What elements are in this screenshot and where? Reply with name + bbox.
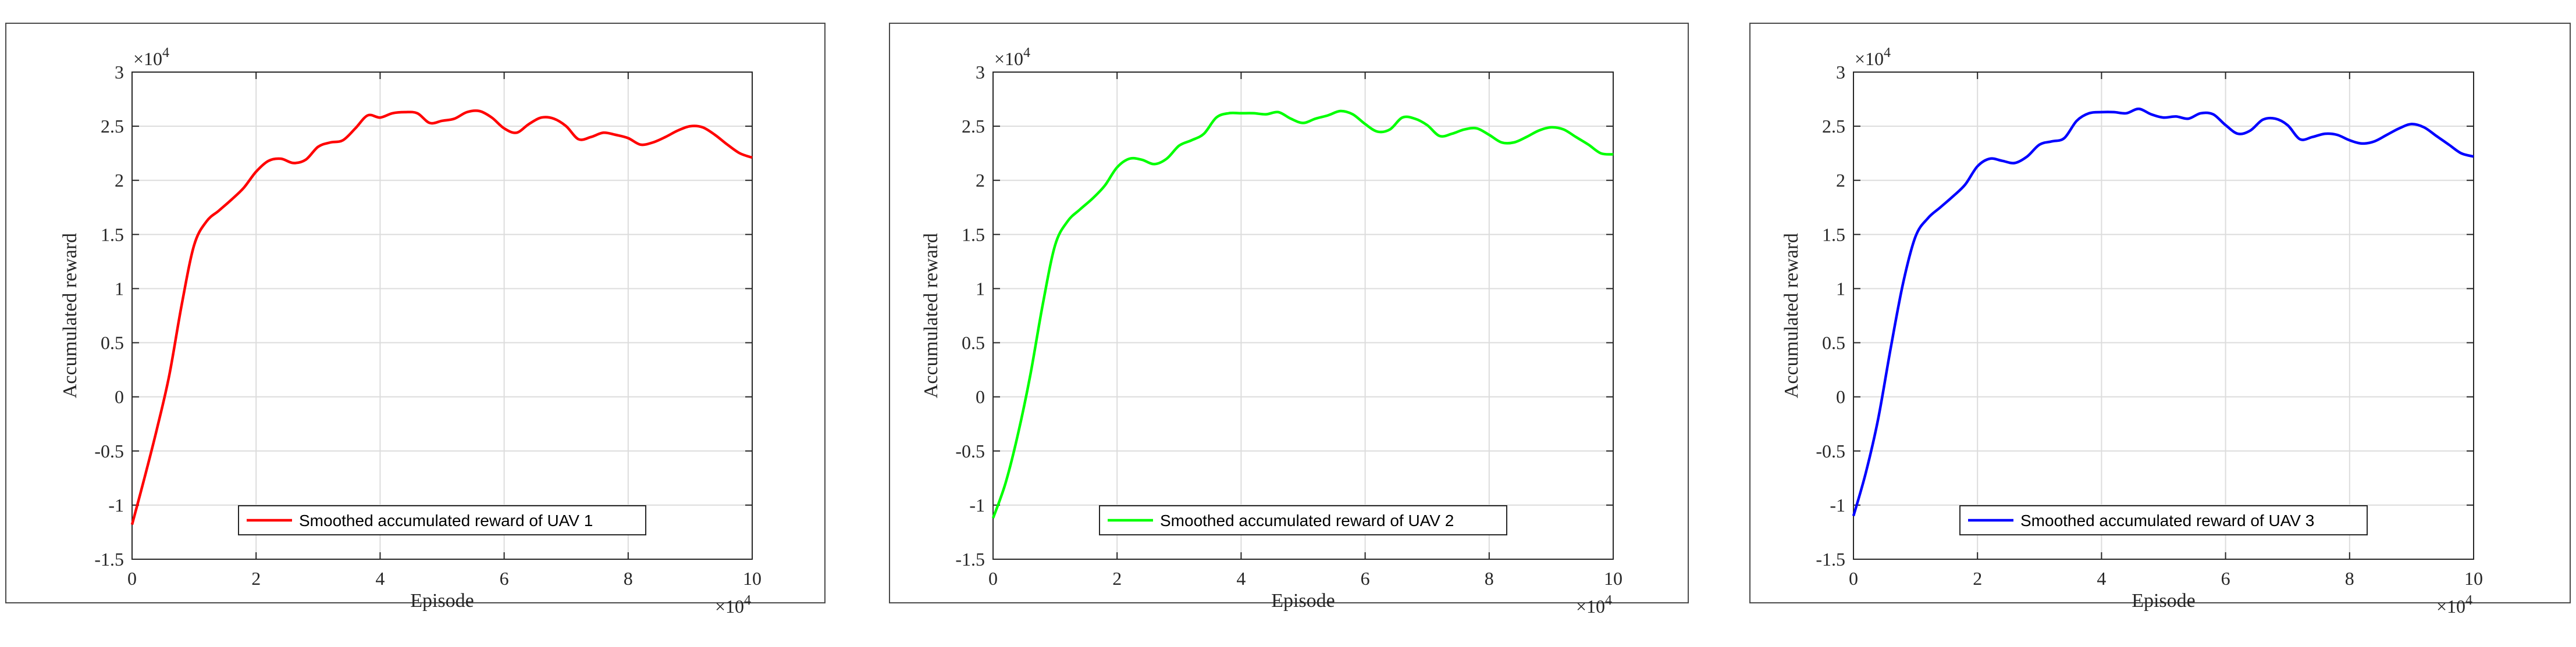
legend-box bbox=[238, 505, 646, 535]
y-exponent-base: ×10 bbox=[133, 48, 162, 69]
plot-area bbox=[132, 72, 752, 559]
x-axis-label: Episode bbox=[1271, 590, 1335, 612]
y-tick-label: -1 bbox=[969, 495, 985, 516]
y-tick-label: -1.5 bbox=[955, 549, 985, 570]
x-tick-label: 10 bbox=[1604, 568, 1623, 589]
y-exponent-power: 4 bbox=[1884, 45, 1891, 60]
y-tick-label: 0.5 bbox=[962, 333, 985, 353]
x-exponent-power: 4 bbox=[2465, 593, 2472, 608]
legend: Smoothed accumulated reward of UAV 3 bbox=[1959, 505, 2368, 535]
y-exponent-label: ×104 bbox=[1855, 45, 1891, 69]
legend-box bbox=[1959, 505, 2368, 535]
y-tick-label: -0.5 bbox=[94, 441, 124, 462]
x-axis-label: Episode bbox=[410, 590, 474, 612]
x-tick-label: 8 bbox=[2345, 568, 2354, 589]
y-axis-label: Accumulated reward bbox=[59, 233, 81, 398]
x-tick-label: 10 bbox=[743, 568, 762, 589]
axes-box bbox=[992, 72, 1614, 560]
x-tick-label: 6 bbox=[2221, 568, 2230, 589]
y-tick-label: 1 bbox=[1836, 278, 1845, 299]
x-tick-label: 8 bbox=[624, 568, 633, 589]
x-tick-label: 6 bbox=[1361, 568, 1370, 589]
chart-panel-1: 0 2 4 6 8 10-1.5-1-0.500.511.522.53×104×104Ep… bbox=[5, 23, 826, 617]
x-tick-label: 4 bbox=[375, 568, 385, 589]
y-tick-label: 1 bbox=[115, 278, 124, 299]
legend-label: Smoothed accumulated reward of UAV 1 bbox=[299, 512, 593, 530]
y-tick-label: 3 bbox=[1836, 62, 1845, 83]
y-tick-label: -1.5 bbox=[94, 549, 124, 570]
grid bbox=[132, 72, 752, 559]
x-tick-label: 10 bbox=[2464, 568, 2483, 589]
x-tick-label: 6 bbox=[500, 568, 509, 589]
x-exponent-power: 4 bbox=[1605, 593, 1612, 608]
y-tick-label: -0.5 bbox=[955, 441, 985, 462]
y-tick-label: 3 bbox=[115, 62, 124, 83]
x-exponent-label: ×104 bbox=[1576, 593, 1612, 617]
y-tick-label: 2 bbox=[115, 170, 124, 191]
x-tick-label: 2 bbox=[251, 568, 261, 589]
y-tick-label: 2.5 bbox=[962, 116, 985, 137]
y-tick-label: 2 bbox=[1836, 170, 1845, 191]
y-tick-label: 3 bbox=[976, 62, 985, 83]
y-tick-label: -1.5 bbox=[1816, 549, 1845, 570]
y-tick-label: 1.5 bbox=[962, 224, 985, 245]
plot-area bbox=[1853, 72, 2474, 559]
legend-label: Smoothed accumulated reward of UAV 2 bbox=[1160, 512, 1454, 530]
x-exponent-power: 4 bbox=[744, 593, 751, 608]
y-axis-label: Accumulated reward bbox=[1781, 233, 1802, 398]
grid bbox=[993, 72, 1613, 559]
x-tick-label: 2 bbox=[1112, 568, 1122, 589]
x-tick-label: 4 bbox=[2097, 568, 2106, 589]
y-tick-label: 2.5 bbox=[1822, 116, 1845, 137]
legend-label: Smoothed accumulated reward of UAV 3 bbox=[2020, 512, 2314, 530]
y-tick-label: -1 bbox=[108, 495, 124, 516]
plot-area bbox=[993, 72, 1613, 559]
y-tick-label: -0.5 bbox=[1816, 441, 1845, 462]
legend: Smoothed accumulated reward of UAV 2 bbox=[1099, 505, 1507, 535]
x-exponent-base: ×10 bbox=[2436, 596, 2465, 617]
x-axis-label: Episode bbox=[2132, 590, 2196, 612]
y-axis-label: Accumulated reward bbox=[920, 233, 942, 398]
x-exponent-label: ×104 bbox=[2436, 593, 2472, 617]
y-exponent-base: ×10 bbox=[1855, 48, 1884, 69]
grid bbox=[1853, 72, 2474, 559]
x-tick-label: 8 bbox=[1485, 568, 1494, 589]
legend: Smoothed accumulated reward of UAV 1 bbox=[238, 505, 646, 535]
y-tick-label: 0 bbox=[976, 387, 985, 407]
y-tick-label: 0.5 bbox=[101, 333, 124, 353]
y-tick-label: 0 bbox=[1836, 387, 1845, 407]
y-exponent-power: 4 bbox=[1023, 45, 1030, 60]
x-tick-label: 0 bbox=[988, 568, 998, 589]
y-tick-label: 1.5 bbox=[101, 224, 124, 245]
x-exponent-base: ×10 bbox=[1576, 596, 1605, 617]
y-exponent-base: ×10 bbox=[994, 48, 1023, 69]
series-line-uav-1 bbox=[130, 109, 753, 525]
y-tick-label: 1 bbox=[976, 278, 985, 299]
axes-box bbox=[1853, 72, 2474, 560]
y-tick-label: 1.5 bbox=[1822, 224, 1845, 245]
y-exponent-power: 4 bbox=[162, 45, 169, 60]
x-exponent-label: ×104 bbox=[715, 593, 751, 617]
x-tick-label: 4 bbox=[1236, 568, 1246, 589]
x-exponent-base: ×10 bbox=[715, 596, 744, 617]
x-tick-label: 2 bbox=[1973, 568, 1982, 589]
y-tick-label: 0.5 bbox=[1822, 333, 1845, 353]
x-tick-label: 0 bbox=[127, 568, 137, 589]
series-line-uav-2 bbox=[991, 109, 1614, 519]
y-exponent-label: ×104 bbox=[994, 45, 1030, 69]
chart-panel-2: 0 2 4 6 8 10-1.5-1-0.500.511.522.53×104×104Ep… bbox=[889, 23, 1689, 617]
axes-box bbox=[131, 72, 753, 560]
y-tick-label: -1 bbox=[1830, 495, 1845, 516]
x-tick-label: 0 bbox=[1849, 568, 1858, 589]
y-exponent-label: ×104 bbox=[133, 45, 169, 69]
series-line-uav-3 bbox=[1852, 108, 2474, 517]
legend-box bbox=[1099, 505, 1507, 535]
chart-panel-3: 0 2 4 6 8 10-1.5-1-0.500.511.522.53×104×104Ep… bbox=[1749, 23, 2571, 617]
y-tick-label: 2 bbox=[976, 170, 985, 191]
y-tick-label: 2.5 bbox=[101, 116, 124, 137]
y-tick-label: 0 bbox=[115, 387, 124, 407]
